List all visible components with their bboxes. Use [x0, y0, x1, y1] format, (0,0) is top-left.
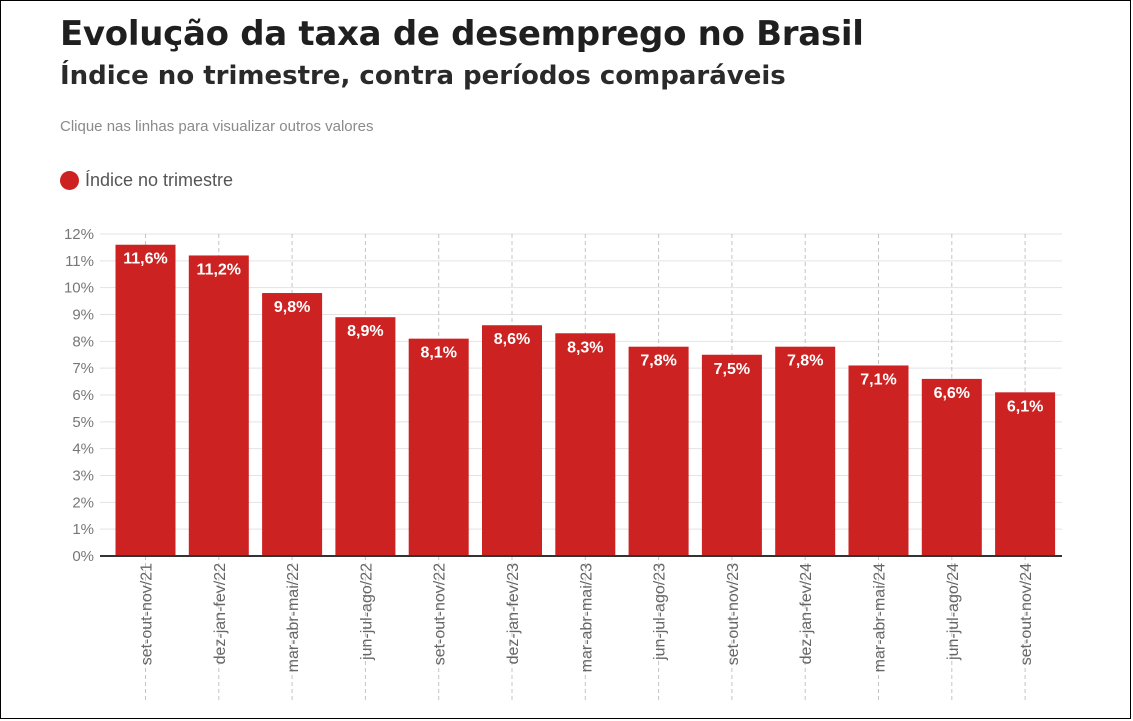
y-tick-label: 6% [72, 387, 94, 404]
bar[interactable] [262, 293, 323, 556]
data-label: 11,6% [123, 251, 167, 268]
legend-label: Índice no trimestre [85, 170, 234, 190]
bar[interactable] [628, 346, 689, 556]
y-tick-label: 1% [72, 521, 94, 538]
x-tick-label: dez-jan-fev/23 [505, 563, 522, 664]
data-label: 6,1% [1007, 398, 1043, 415]
chart-subtitle: Índice no trimestre, contra períodos com… [60, 61, 786, 91]
data-label: 7,5% [714, 361, 750, 378]
y-tick-label: 8% [72, 333, 94, 350]
bar[interactable] [482, 325, 542, 556]
bar[interactable] [995, 392, 1056, 556]
x-tick-label: dez-jan-fev/24 [798, 563, 815, 664]
y-tick-label: 3% [72, 468, 94, 485]
x-tick-label: mar-abr-mai/24 [872, 563, 889, 672]
data-label: 7,1% [860, 371, 896, 388]
data-label: 8,9% [347, 323, 383, 340]
x-tick-label: mar-abr-mai/22 [285, 563, 302, 672]
data-label: 8,6% [494, 331, 530, 348]
x-tick-label: set-out-nov/24 [1018, 563, 1035, 665]
data-label: 8,1% [420, 345, 456, 362]
bar[interactable] [775, 346, 836, 556]
legend-dot-icon [60, 171, 79, 190]
bar[interactable] [335, 317, 396, 556]
x-tick-label: dez-jan-fev/22 [212, 563, 229, 664]
bar[interactable] [115, 244, 176, 556]
x-tick-label: jun-jul-ago/24 [945, 563, 962, 661]
y-tick-label: 12% [64, 226, 94, 243]
x-tick-label: set-out-nov/23 [725, 563, 742, 665]
chart-title: Evolução da taxa de desemprego no Brasil [60, 14, 864, 54]
x-tick-label: mar-abr-mai/23 [578, 563, 595, 672]
bar[interactable] [701, 354, 762, 556]
bar[interactable] [188, 255, 249, 556]
legend-item[interactable]: Índice no trimestre [60, 170, 233, 191]
bar[interactable] [555, 333, 616, 556]
bar[interactable] [848, 365, 909, 556]
y-tick-label: 9% [72, 307, 94, 324]
y-tick-label: 0% [72, 548, 94, 565]
x-tick-label: jun-jul-ago/23 [652, 563, 669, 661]
data-label: 6,6% [934, 385, 970, 402]
y-tick-label: 5% [72, 414, 94, 431]
y-tick-label: 11% [65, 253, 94, 270]
data-label: 7,8% [787, 353, 823, 370]
data-label: 9,8% [274, 299, 310, 316]
bar[interactable] [921, 378, 982, 556]
x-tick-label: set-out-nov/22 [432, 563, 449, 665]
data-label: 8,3% [567, 339, 603, 356]
y-tick-label: 10% [64, 280, 94, 297]
y-tick-label: 2% [72, 494, 94, 511]
y-tick-label: 7% [72, 360, 94, 377]
instruction-text: Clique nas linhas para visualizar outros… [60, 118, 374, 135]
x-tick-label: set-out-nov/21 [139, 563, 156, 665]
y-tick-label: 4% [72, 441, 94, 458]
data-label: 11,2% [197, 261, 241, 278]
bar[interactable] [408, 338, 469, 556]
data-label: 7,8% [640, 353, 676, 370]
x-tick-label: jun-jul-ago/22 [358, 563, 375, 661]
